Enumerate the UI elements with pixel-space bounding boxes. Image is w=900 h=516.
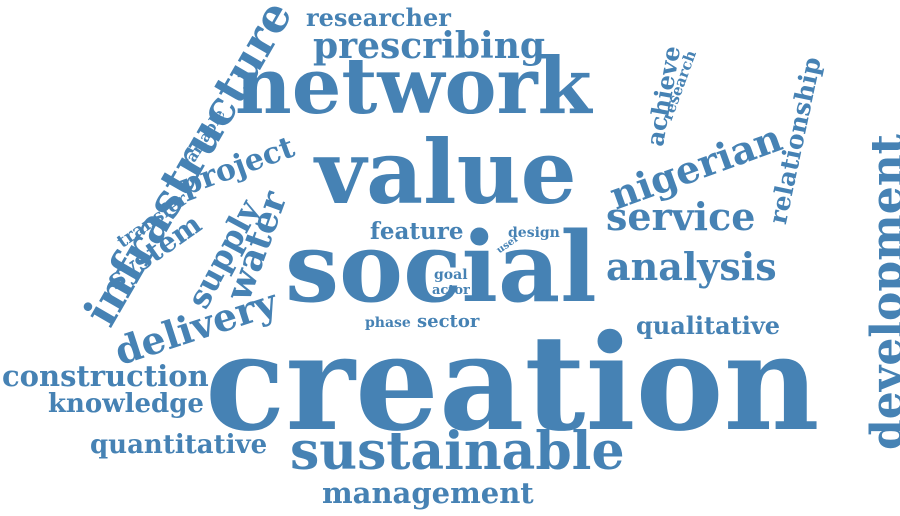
word-creation: creation [205, 306, 820, 461]
word-analysis: analysis [606, 244, 777, 289]
word-feature: feature [370, 218, 464, 245]
word-researcher: researcher [306, 3, 451, 32]
word-goal: goal [434, 267, 468, 283]
word-social: social [285, 211, 597, 324]
word-quantitative: quantitative [90, 430, 268, 460]
word-management: management [322, 476, 534, 510]
word-sector: sector [417, 311, 480, 332]
word-actor: actor [432, 283, 470, 298]
word-network: network [235, 41, 592, 132]
word-phase: phase [365, 315, 411, 331]
word-service: service [606, 194, 756, 239]
word-qualitative: qualitative [636, 311, 781, 340]
word-development: development [862, 133, 900, 451]
word-prescribing: prescribing [313, 25, 546, 67]
word-design: design [508, 225, 560, 241]
word-knowledge: knowledge [48, 389, 204, 419]
word-sustainable: sustainable [290, 421, 625, 482]
word-construction: construction [2, 359, 209, 393]
word-value: value [315, 120, 577, 224]
